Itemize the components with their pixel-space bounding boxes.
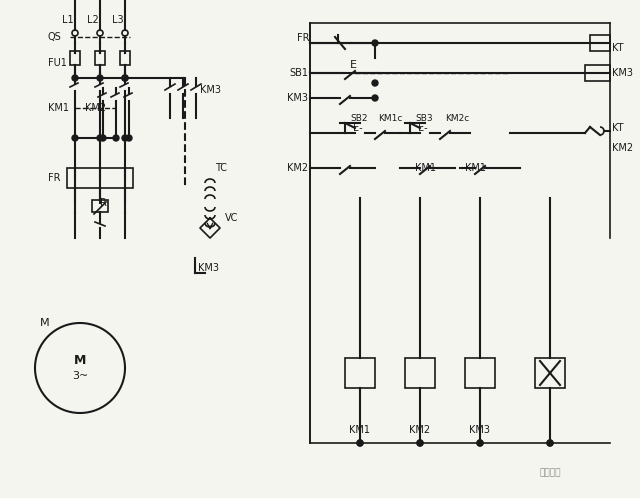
Text: KM1c: KM1c [378,114,403,123]
Bar [67,168,133,188]
Circle shape [100,135,106,141]
Text: KM3: KM3 [287,93,308,103]
Circle shape [477,440,483,446]
Circle shape [72,75,78,81]
Text: SB1: SB1 [289,68,308,78]
Circle shape [97,75,103,81]
Circle shape [417,440,423,446]
Text: M: M [40,318,50,328]
Circle shape [547,440,553,446]
Circle shape [122,75,128,81]
Text: E-: E- [353,123,363,133]
Text: KM1: KM1 [48,103,69,113]
Text: KM2: KM2 [612,143,633,153]
Bar [95,51,105,65]
Circle shape [417,440,423,446]
Text: TC: TC [215,163,227,173]
Circle shape [126,135,132,141]
Text: KM1: KM1 [349,425,371,435]
Circle shape [97,135,103,141]
Text: FR: FR [48,173,61,183]
Text: KM3: KM3 [470,425,490,435]
Circle shape [372,40,378,46]
Circle shape [547,440,553,446]
Text: R: R [100,198,107,208]
Circle shape [72,135,78,141]
Bar [70,51,80,65]
Text: L2: L2 [87,15,99,25]
Text: KM1: KM1 [415,163,436,173]
Circle shape [113,135,119,141]
Bar [465,358,495,388]
Circle shape [372,80,378,86]
Circle shape [357,440,363,446]
Text: FR: FR [298,33,310,43]
Bar [405,358,435,388]
Text: KM3: KM3 [198,263,219,273]
Text: KM3: KM3 [200,85,221,95]
Bar [92,200,108,212]
Circle shape [357,440,363,446]
Circle shape [477,440,483,446]
Text: L3: L3 [112,15,124,25]
Text: KT: KT [612,123,623,133]
Text: SB3: SB3 [415,114,433,123]
Bar [535,358,565,388]
Text: E-: E- [418,123,428,133]
Text: FU1: FU1 [48,58,67,68]
Text: KM2: KM2 [287,163,308,173]
Text: KT: KT [612,43,623,53]
Text: 3~: 3~ [72,371,88,381]
Text: KM2: KM2 [85,103,106,113]
Circle shape [122,75,128,81]
Text: L1: L1 [62,15,74,25]
Bar [345,358,375,388]
Text: KM1: KM1 [465,163,486,173]
Text: KM3: KM3 [612,68,633,78]
Bar [590,35,610,51]
Text: E: E [350,60,357,70]
Text: 电工技术: 电工技术 [540,469,561,478]
Bar [120,51,130,65]
Text: SB2: SB2 [350,114,367,123]
Circle shape [122,135,128,141]
Text: KM2c: KM2c [445,114,469,123]
Text: QS: QS [48,32,61,42]
Bar [585,65,610,81]
Circle shape [372,95,378,101]
Text: M: M [74,354,86,367]
Text: KM2: KM2 [410,425,431,435]
Text: VC: VC [225,213,238,223]
